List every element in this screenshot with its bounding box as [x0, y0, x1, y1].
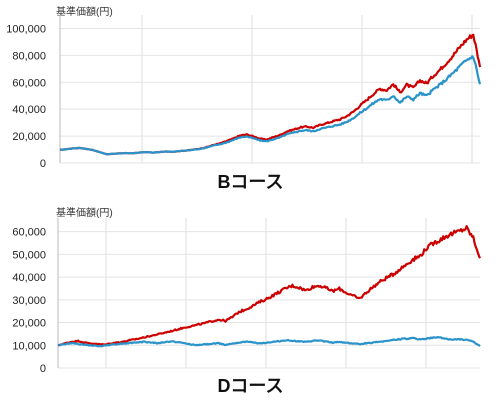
y-tick-label: 0 — [40, 158, 46, 170]
course-title: Dコース — [217, 376, 284, 396]
series-line-blue — [57, 335, 481, 348]
y-axis-unit-label: 基準価額(円) — [56, 7, 113, 18]
y-tick-label: 60,000 — [12, 227, 46, 239]
y-tick-label: 10,000 — [12, 340, 46, 352]
y-tick-label: 80,000 — [12, 50, 46, 62]
y-tick-label: 60,000 — [12, 77, 46, 89]
course-title: Bコース — [217, 172, 284, 192]
series-line-red — [57, 225, 481, 347]
y-tick-label: 50,000 — [12, 249, 46, 261]
y-tick-label: 30,000 — [12, 295, 46, 307]
line-chart-b: 0 20,000 40,000 60,000 80,000 100,000 — [6, 15, 482, 170]
chart-panel-b: 基準価額(円) 0 20,000 40,000 60,000 80,000 100,000… — [6, 7, 482, 192]
y-tick-label: 0 — [40, 363, 46, 375]
y-tick-label: 20,000 — [12, 318, 46, 330]
y-tick-label: 20,000 — [12, 131, 46, 143]
y-axis-unit-label: 基準価額(円) — [56, 208, 113, 219]
line-chart-d: 0 10,000 20,000 30,000 40,000 50,000 60,000 — [12, 218, 481, 375]
y-tick-label: 40,000 — [12, 104, 46, 116]
chart-panel-d: 基準価額(円) 0 10,000 20,000 30,000 40,000 50,000 6… — [0, 200, 501, 400]
series-line-blue — [59, 55, 482, 156]
y-tick-label: 100,000 — [6, 23, 46, 35]
y-tick-label: 40,000 — [12, 272, 46, 284]
